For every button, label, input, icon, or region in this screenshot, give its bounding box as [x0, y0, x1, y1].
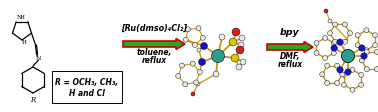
Circle shape — [236, 64, 242, 70]
Circle shape — [341, 50, 355, 62]
Circle shape — [192, 42, 197, 47]
Circle shape — [196, 26, 201, 31]
Circle shape — [355, 43, 360, 48]
Circle shape — [335, 63, 340, 68]
Circle shape — [337, 39, 343, 45]
Circle shape — [359, 45, 365, 51]
Circle shape — [327, 31, 333, 36]
Circle shape — [342, 39, 347, 44]
Text: H and Cl: H and Cl — [69, 89, 105, 98]
Circle shape — [323, 36, 328, 41]
Circle shape — [359, 58, 364, 63]
Circle shape — [341, 50, 355, 62]
Circle shape — [200, 42, 208, 50]
Text: toluene,: toluene, — [136, 48, 172, 57]
Text: N: N — [36, 56, 41, 61]
Circle shape — [372, 33, 378, 38]
Circle shape — [183, 37, 188, 42]
Circle shape — [347, 31, 353, 36]
Circle shape — [194, 80, 198, 85]
Circle shape — [364, 67, 369, 72]
Circle shape — [191, 92, 195, 96]
Text: R: R — [30, 96, 36, 104]
Circle shape — [340, 72, 345, 77]
Circle shape — [359, 72, 364, 77]
Circle shape — [374, 49, 378, 54]
Circle shape — [213, 71, 219, 77]
Circle shape — [183, 82, 188, 87]
Circle shape — [197, 48, 201, 52]
Circle shape — [335, 81, 340, 86]
Text: [Ru(dmso)₄Cl₂]: [Ru(dmso)₄Cl₂] — [121, 24, 187, 33]
Circle shape — [355, 33, 360, 38]
Circle shape — [236, 46, 244, 54]
Circle shape — [180, 63, 184, 68]
Circle shape — [359, 82, 364, 87]
Circle shape — [231, 54, 239, 62]
Circle shape — [325, 63, 330, 68]
FancyArrow shape — [123, 39, 185, 49]
Circle shape — [372, 43, 378, 48]
Circle shape — [232, 28, 240, 36]
Text: DMF,: DMF, — [280, 52, 300, 61]
Circle shape — [229, 38, 237, 46]
FancyBboxPatch shape — [52, 71, 122, 103]
Circle shape — [323, 56, 328, 60]
Circle shape — [314, 51, 319, 56]
Text: R = OCH₃, CH₃,: R = OCH₃, CH₃, — [56, 78, 119, 87]
Circle shape — [176, 73, 181, 78]
Circle shape — [333, 22, 338, 27]
Circle shape — [337, 67, 343, 73]
Text: reflux: reflux — [141, 56, 167, 65]
Circle shape — [341, 72, 346, 77]
Circle shape — [350, 67, 355, 72]
Circle shape — [196, 82, 200, 86]
Circle shape — [240, 59, 246, 65]
Circle shape — [212, 50, 225, 62]
Circle shape — [320, 72, 325, 77]
Circle shape — [331, 45, 337, 51]
Circle shape — [186, 27, 191, 32]
Text: H: H — [20, 15, 25, 20]
Circle shape — [314, 41, 319, 45]
Circle shape — [325, 81, 330, 86]
Circle shape — [364, 49, 369, 54]
Text: bpy: bpy — [280, 28, 300, 37]
Circle shape — [331, 41, 336, 45]
Circle shape — [341, 82, 346, 87]
Circle shape — [345, 69, 351, 75]
Circle shape — [364, 48, 369, 53]
Circle shape — [190, 61, 195, 66]
Circle shape — [364, 28, 369, 33]
FancyArrow shape — [267, 42, 313, 52]
Circle shape — [197, 70, 202, 75]
Circle shape — [324, 9, 328, 13]
Circle shape — [328, 19, 332, 23]
Circle shape — [333, 39, 338, 44]
Circle shape — [361, 53, 367, 59]
Circle shape — [238, 42, 244, 48]
Text: reflux: reflux — [277, 60, 302, 69]
Circle shape — [331, 51, 336, 56]
Text: N: N — [17, 15, 23, 20]
Circle shape — [342, 22, 347, 27]
Circle shape — [239, 35, 245, 41]
Circle shape — [198, 58, 206, 66]
Text: H: H — [22, 40, 26, 45]
Circle shape — [350, 87, 355, 92]
Circle shape — [200, 35, 205, 40]
Circle shape — [374, 67, 378, 72]
Circle shape — [219, 34, 225, 40]
